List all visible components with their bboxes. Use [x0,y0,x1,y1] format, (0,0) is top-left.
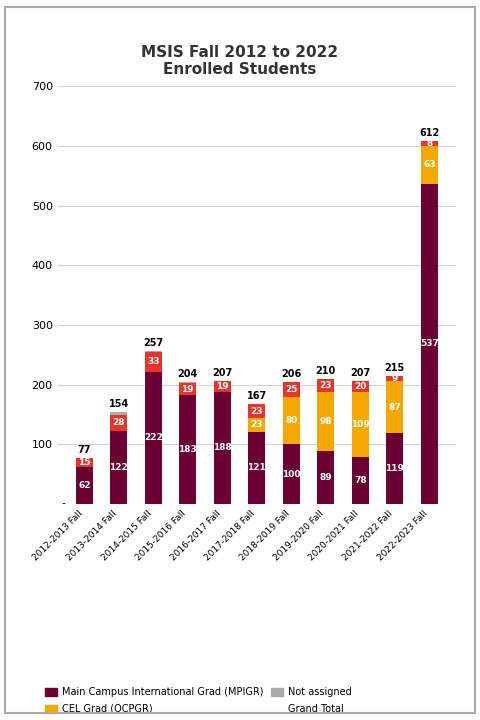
Text: 100: 100 [282,469,300,479]
Text: 122: 122 [109,463,128,472]
Text: 20: 20 [354,382,366,391]
Text: 87: 87 [388,402,401,412]
Text: MSIS Fall 2012 to 2022
Enrolled Students: MSIS Fall 2012 to 2022 Enrolled Students [142,45,338,77]
Text: 8: 8 [426,139,432,148]
Bar [110,412,128,415]
Text: 89: 89 [320,473,332,482]
Legend: Main Campus International Grad (MPIGR), CEL Grad (OCPGR), Main Campus Domestic G: Main Campus International Grad (MPIGR), … [43,684,354,720]
Bar [352,392,369,457]
Bar [420,184,438,504]
Text: 257: 257 [143,338,164,348]
Bar [179,384,196,395]
Text: 78: 78 [354,476,367,485]
Text: 109: 109 [351,420,370,429]
Text: 23: 23 [251,407,263,415]
Bar [248,405,265,418]
Text: 9: 9 [392,374,398,383]
Text: 215: 215 [384,363,405,373]
Text: 23: 23 [251,420,263,429]
Bar [110,415,128,431]
Bar [214,392,231,504]
Text: 25: 25 [285,384,298,394]
Text: 33: 33 [147,357,159,366]
Bar [144,372,162,504]
Text: 63: 63 [423,161,435,169]
Text: 207: 207 [212,367,232,377]
Text: 121: 121 [247,464,266,472]
Bar [110,431,128,504]
Text: 15: 15 [78,458,91,467]
Bar [386,381,403,433]
Text: 612: 612 [419,128,439,138]
Text: 119: 119 [385,464,404,473]
Text: 19: 19 [181,384,194,394]
Bar [352,457,369,504]
Text: 204: 204 [178,369,198,379]
Bar [283,382,300,397]
Text: 183: 183 [179,445,197,454]
Bar [283,444,300,504]
Bar [248,418,265,432]
Bar [248,432,265,504]
Text: 167: 167 [247,392,267,401]
Text: 210: 210 [316,366,336,376]
Bar [420,141,438,146]
Bar [352,380,369,392]
Text: 23: 23 [320,381,332,390]
Bar [317,392,335,451]
Bar [76,467,93,504]
Bar [317,379,335,392]
Text: 80: 80 [285,416,298,425]
Text: 188: 188 [213,444,232,452]
Text: -: - [61,498,66,508]
Bar [317,451,335,504]
Text: 77: 77 [78,445,91,455]
Text: 28: 28 [113,418,125,428]
Text: 154: 154 [108,399,129,409]
Bar [179,395,196,504]
Text: 19: 19 [216,382,228,391]
Bar [386,433,403,504]
Bar [76,458,93,467]
Bar [144,351,162,352]
Bar [214,380,231,392]
Text: 206: 206 [281,369,301,379]
Text: 537: 537 [420,339,439,348]
Bar [386,376,403,381]
Bar [283,397,300,444]
Bar [179,382,196,384]
Bar [420,146,438,184]
Text: 62: 62 [78,481,91,490]
Text: 98: 98 [320,417,332,426]
Bar [144,352,162,372]
Text: 207: 207 [350,367,371,377]
Text: 222: 222 [144,433,163,442]
